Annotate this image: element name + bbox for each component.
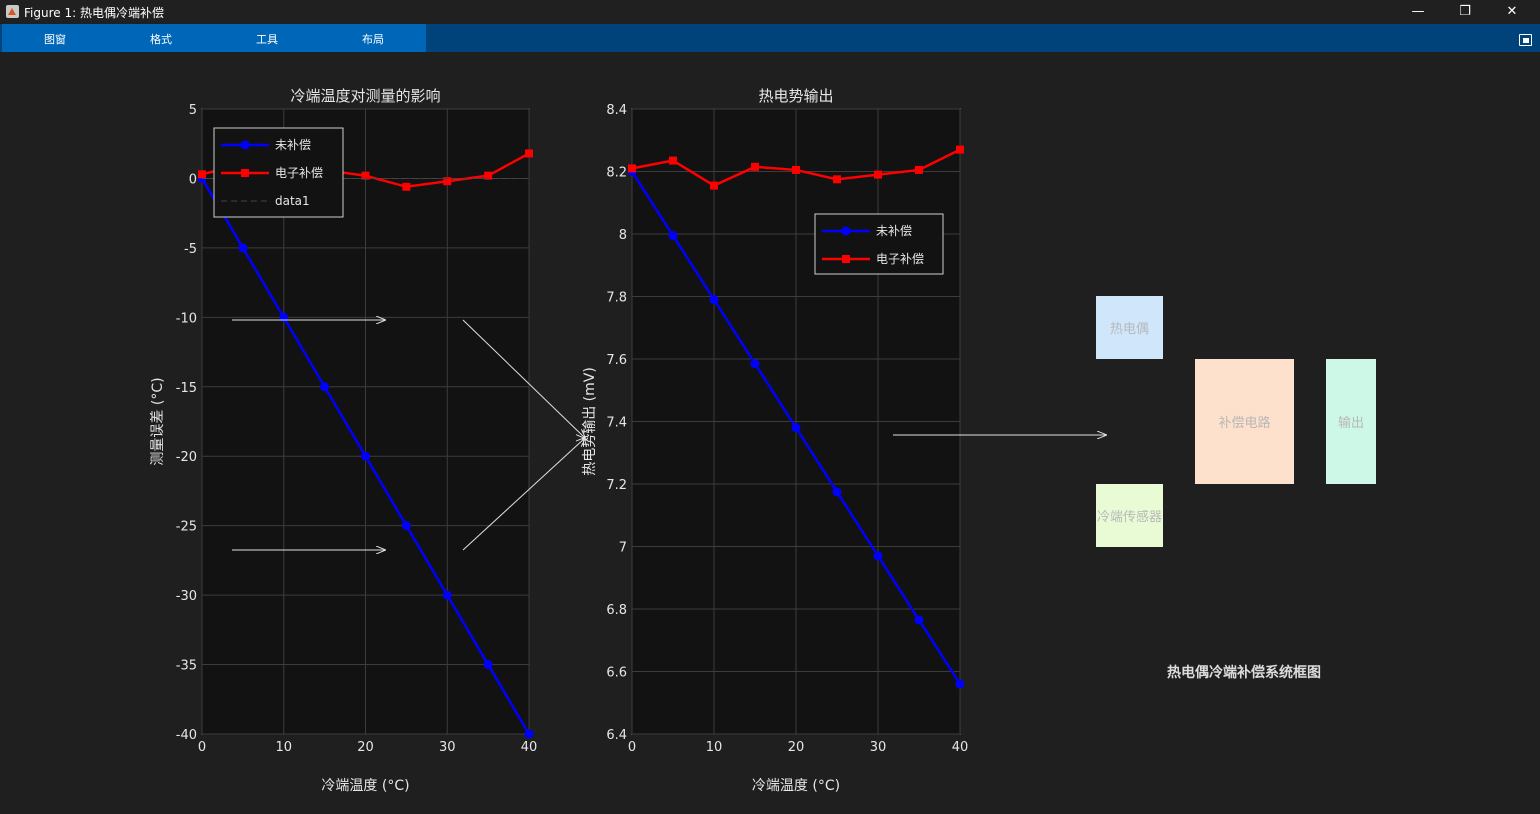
- chart1-series-1-point: [401, 521, 411, 531]
- chart2-series-2-point: [792, 165, 800, 174]
- chart1-y-tick-label: -20: [176, 450, 197, 465]
- chart2-series-1-point: [832, 487, 842, 497]
- chart1-x-tick-label: 10: [275, 740, 292, 755]
- chart1-series-2-point: [198, 170, 206, 179]
- chart2-y-tick-label: 6.8: [606, 603, 627, 618]
- tab-figure[interactable]: 图窗: [44, 33, 66, 46]
- chart2-legend-box: [814, 213, 944, 275]
- chart1-series-1-point: [524, 729, 534, 739]
- chart1-x-tick-label: 30: [439, 740, 456, 755]
- chart2-series-1-point: [668, 231, 678, 241]
- chart2-title: 热电势输出: [758, 87, 833, 105]
- chart2-legend-label: 电子补偿: [876, 251, 924, 266]
- chart2-series-1-point: [791, 423, 801, 433]
- chart2-series-2-point: [628, 164, 636, 173]
- chart1-y-tick-label: 0: [189, 172, 197, 187]
- chart1-series-2-point: [361, 171, 370, 180]
- annotation-arrow: [462, 319, 585, 438]
- chart2-series-1-point: [955, 679, 965, 689]
- window-title: Figure 1: 热电偶冷端补偿: [24, 6, 164, 20]
- chart2-series-2-point: [874, 170, 882, 179]
- chart2-series-1-point: [750, 359, 760, 369]
- chart2-series-1-point: [709, 295, 719, 305]
- chart1-series-2-point: [402, 182, 411, 191]
- block-diagram-title: 热电偶冷端补偿系统框图: [1167, 665, 1321, 681]
- chart2-legend-marker: [841, 226, 851, 236]
- undock-icon[interactable]: [1519, 34, 1532, 46]
- minimize-button[interactable]: —: [1411, 4, 1425, 19]
- chart2-y-tick-label: 7.4: [606, 416, 627, 431]
- annotation-arrow: [462, 438, 585, 551]
- chart1-x-tick-label: 0: [198, 740, 206, 755]
- chart2-x-tick-label: 30: [870, 740, 887, 755]
- chart1-x-tick-label: 40: [521, 740, 538, 755]
- toolstrip: 图窗 格式 工具 布局: [0, 24, 1540, 52]
- tab-tools[interactable]: 工具: [256, 33, 278, 46]
- chart1-series-2-point: [443, 177, 452, 186]
- chart1-y-axis-label: 测量误差 (°C): [150, 377, 166, 465]
- close-button[interactable]: ✕: [1506, 4, 1518, 19]
- matlab-icon: [6, 5, 19, 18]
- chart1-y-tick-label: -10: [176, 311, 197, 326]
- chart2-y-tick-label: 6.6: [606, 666, 627, 681]
- chart2-series-2-point: [915, 165, 923, 174]
- chart2-y-tick-label: 7.2: [606, 478, 627, 493]
- chart2-series-1-point: [873, 551, 883, 561]
- chart1-y-tick-label: -40: [176, 728, 197, 743]
- chart1-series-1-point: [483, 660, 493, 670]
- chart1-title: 冷端温度对测量的影响: [290, 87, 440, 105]
- chart2-series-2-point: [833, 175, 841, 184]
- chart2-y-tick-label: 7.6: [606, 353, 627, 368]
- chart2-series-2-point: [710, 181, 718, 190]
- title-bar: Figure 1: 热电偶冷端补偿 — ❐ ✕: [0, 0, 1540, 24]
- chart2-x-tick-label: 0: [628, 740, 636, 755]
- chart2-series-2-point: [956, 145, 964, 154]
- chart1-y-tick-label: -35: [176, 659, 197, 674]
- chart2-y-axis-label: 热电势输出 (mV): [582, 367, 598, 476]
- chart1-y-tick-label: -30: [176, 589, 197, 604]
- chart2-y-tick-label: 8.2: [606, 166, 627, 181]
- chart1-x-axis-label: 冷端温度 (°C): [321, 778, 409, 794]
- chart2-series-2-point: [751, 162, 759, 171]
- block-output: 输出: [1326, 359, 1376, 484]
- block-cold-junction-sensor: 冷端传感器: [1096, 484, 1163, 547]
- block-thermocouple: 热电偶: [1096, 296, 1163, 359]
- chart2-series-2-point: [669, 156, 677, 165]
- chart2-x-tick-label: 40: [952, 740, 969, 755]
- chart1-series-1-point: [442, 590, 452, 600]
- chart1-series-2-point: [484, 171, 493, 180]
- chart1-legend-label: 电子补偿: [275, 165, 323, 180]
- chart1-y-tick-label: -5: [184, 242, 197, 257]
- chart1-legend-marker: [240, 140, 250, 150]
- chart2-legend-label: 未补偿: [876, 223, 912, 238]
- chart1-series-1-point: [238, 243, 248, 253]
- chart2-legend-marker: [842, 255, 850, 263]
- chart1-legend-marker: [241, 169, 249, 177]
- chart2-y-tick-label: 7: [619, 541, 627, 556]
- chart2-y-tick-label: 8.4: [606, 103, 627, 118]
- chart2-y-tick-label: 7.8: [606, 291, 627, 306]
- chart1-legend-label: data1: [275, 194, 310, 208]
- chart2-series-1-point: [914, 615, 924, 625]
- chart2-x-tick-label: 10: [706, 740, 723, 755]
- block-compensation-circuit: 补偿电路: [1195, 359, 1294, 484]
- tab-format[interactable]: 格式: [150, 33, 172, 46]
- chart1-series-2-point: [525, 149, 533, 158]
- toolstrip-tabs: 图窗 格式 工具 布局: [2, 24, 426, 52]
- chart2-y-tick-label: 6.4: [606, 728, 627, 743]
- chart2-x-axis-label: 冷端温度 (°C): [752, 778, 840, 794]
- chart2-x-tick-label: 20: [788, 740, 805, 755]
- chart1-series-1-point: [361, 451, 370, 461]
- maximize-button[interactable]: ❐: [1459, 4, 1471, 19]
- chart1-x-tick-label: 20: [357, 740, 374, 755]
- chart1-y-tick-label: -15: [176, 381, 197, 396]
- chart1-y-tick-label: -25: [176, 520, 197, 535]
- tab-layout[interactable]: 布局: [362, 33, 384, 46]
- chart1-series-1-point: [320, 382, 330, 392]
- chart2-y-tick-label: 8: [619, 228, 627, 243]
- chart1-y-tick-label: 5: [189, 103, 197, 118]
- chart1-legend-label: 未补偿: [275, 137, 311, 152]
